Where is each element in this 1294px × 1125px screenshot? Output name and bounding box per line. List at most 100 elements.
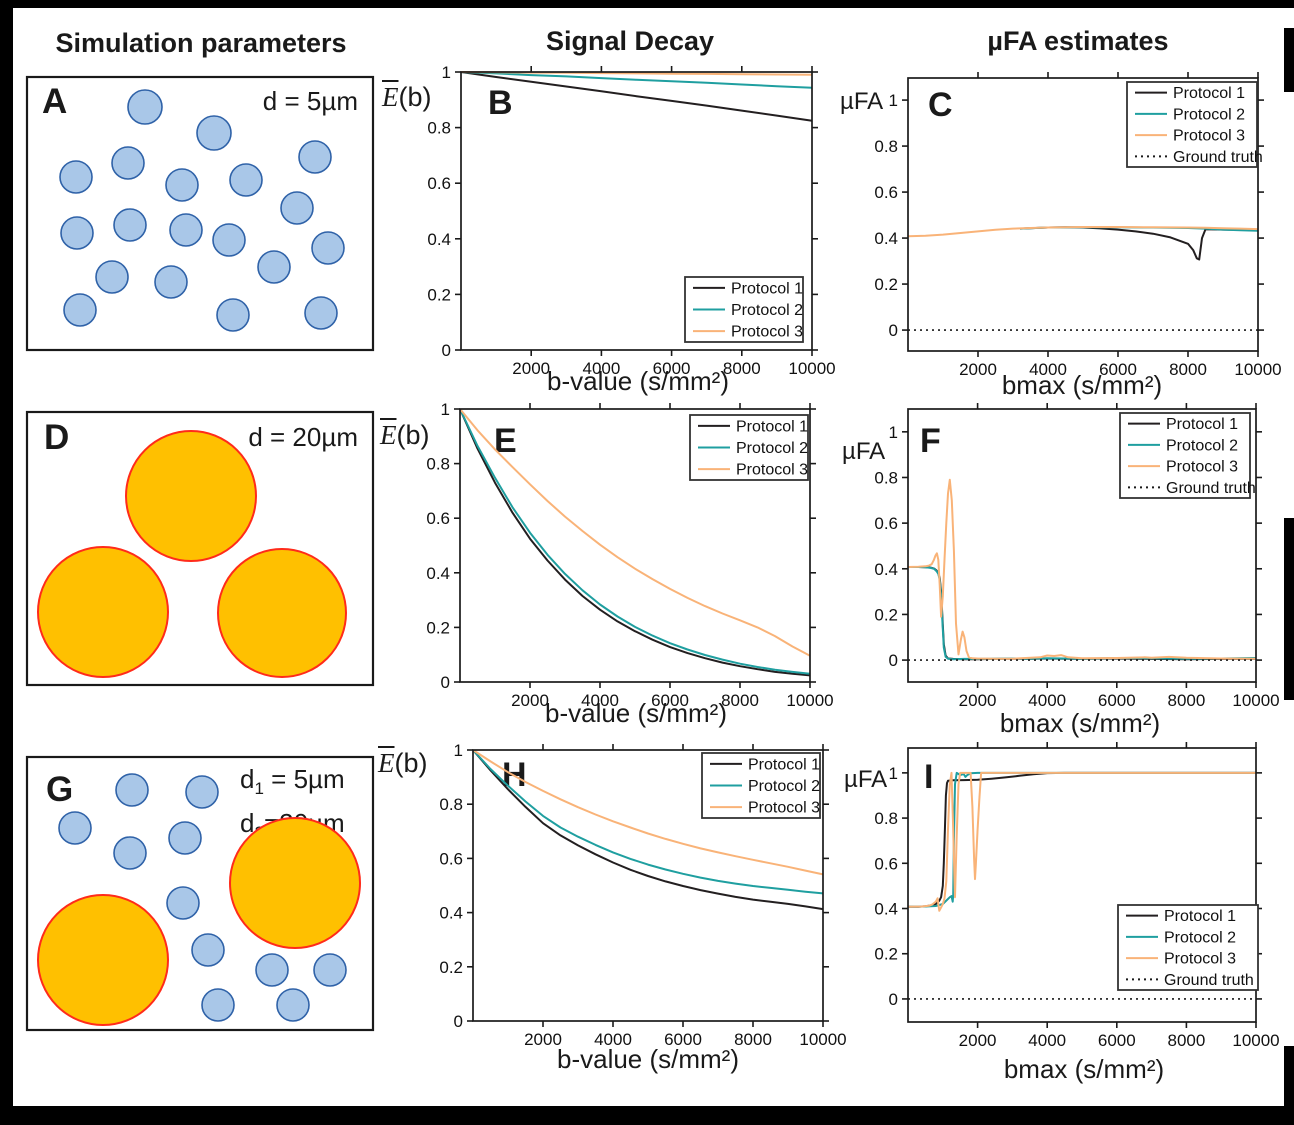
ylabel-eb-row1: E(b) bbox=[382, 82, 432, 112]
frame-right-segment bbox=[1284, 1046, 1294, 1125]
x-tick-label: 4000 bbox=[1028, 691, 1066, 710]
small-axon-circle bbox=[276, 988, 310, 1022]
ylabel-eb-row3: E(b) bbox=[378, 748, 428, 778]
panel-letter-e: E bbox=[494, 422, 517, 460]
chart-panel-b: 2000 4000 6000 8000 10000 0 0.2 0.4 0.6 0.8 1 Proto… bbox=[427, 63, 835, 378]
x-tick-label: 4000 bbox=[1029, 360, 1067, 379]
large-axon-circle bbox=[229, 817, 361, 949]
x-tick-label: 2000 bbox=[959, 691, 997, 710]
legend-entry-label: Protocol 3 bbox=[736, 462, 808, 479]
frame-right-segment bbox=[1284, 518, 1294, 700]
y-tick-label: 0.6 bbox=[874, 514, 898, 533]
frame-top bbox=[0, 0, 1294, 8]
ylabel-mufa-row1: µFA bbox=[840, 88, 884, 115]
x-tick-label: 6000 bbox=[651, 691, 689, 710]
small-axon-circle bbox=[229, 163, 263, 197]
small-axon-circle bbox=[255, 953, 289, 987]
x-tick-label: 6000 bbox=[664, 1030, 702, 1049]
small-axon-circle bbox=[216, 298, 250, 332]
y-tick-label: 0.2 bbox=[439, 958, 463, 977]
small-axon-circle bbox=[169, 213, 203, 247]
y-tick-label: 0 bbox=[889, 990, 898, 1009]
panel-letter-g: G bbox=[46, 770, 74, 809]
series-protocol-3 bbox=[907, 478, 1257, 660]
series-protocol-2 bbox=[459, 408, 811, 675]
legend-entry-label: Protocol 3 bbox=[1166, 459, 1238, 476]
y-tick-label: 0.2 bbox=[874, 605, 898, 624]
x-tick-label: 8000 bbox=[1167, 691, 1205, 710]
x-tick-label: 8000 bbox=[721, 691, 759, 710]
diagram-g-annotation-line1: d1 = 5µm bbox=[240, 764, 345, 799]
small-axon-circle bbox=[168, 821, 202, 855]
y-tick-label: 0.6 bbox=[874, 183, 898, 202]
y-tick-label: 0 bbox=[889, 321, 898, 340]
legend-entry-label: Protocol 1 bbox=[1164, 908, 1236, 925]
large-axon-circle bbox=[37, 894, 169, 1026]
y-tick-label: 0.4 bbox=[439, 904, 463, 923]
y-tick-label: 0.4 bbox=[874, 560, 898, 579]
y-tick-label: 1 bbox=[441, 400, 450, 419]
plot-box bbox=[460, 71, 813, 351]
y-tick-label: 0 bbox=[442, 341, 451, 360]
y-tick-label: 0.2 bbox=[874, 275, 898, 294]
legend-entry-label: Protocol 2 bbox=[1164, 929, 1236, 946]
series-protocol-2 bbox=[472, 749, 824, 895]
small-axon-circle bbox=[95, 260, 129, 294]
diagram-d bbox=[25, 410, 375, 687]
small-axon-circle bbox=[113, 208, 147, 242]
legend: Protocol 1 Protocol 2 Protocol 3 bbox=[684, 276, 804, 343]
y-tick-label: 0.8 bbox=[874, 809, 898, 828]
ylabel-mufa-row2: µFA bbox=[842, 438, 886, 465]
small-axon-circle bbox=[311, 231, 345, 265]
large-axon-circle bbox=[125, 430, 257, 562]
legend-entry-label: Protocol 1 bbox=[736, 418, 808, 435]
chart-panel-h: 2000 4000 6000 8000 10000 0 0.2 0.4 0.6 0.8 1 Proto… bbox=[439, 741, 846, 1049]
legend-entry-label: Protocol 3 bbox=[1173, 128, 1245, 145]
chart-panel-f: 2000 4000 6000 8000 10000 0 0.2 0.4 0.6 0.8 1 Proto… bbox=[874, 403, 1280, 710]
plot-box bbox=[907, 747, 1257, 1023]
x-tick-label: 6000 bbox=[653, 359, 691, 378]
y-tick-label: 0.6 bbox=[426, 509, 450, 528]
y-tick-label: 0 bbox=[889, 651, 898, 670]
y-tick-label: 0.4 bbox=[874, 229, 898, 248]
large-axon-circle bbox=[217, 548, 347, 678]
legend: Protocol 1 Protocol 2 Protocol 3 Ground tru… bbox=[1119, 412, 1256, 499]
y-tick-label: 0.8 bbox=[874, 468, 898, 487]
small-axon-circle bbox=[165, 168, 199, 202]
series-protocol-1 bbox=[908, 771, 1256, 908]
legend-entry-label: Protocol 1 bbox=[1166, 416, 1238, 433]
y-tick-label: 0 bbox=[454, 1012, 463, 1031]
panel-letter-f: F bbox=[920, 422, 941, 460]
legend-entry-label: Ground truth bbox=[1164, 972, 1254, 989]
series-protocol-1 bbox=[460, 71, 813, 122]
x-tick-label: 10000 bbox=[788, 359, 835, 378]
small-axon-circle bbox=[191, 933, 225, 967]
chart-panel-c: 2000 4000 6000 8000 10000 0 0.2 0.4 0.6 0.8 1 Proto… bbox=[874, 72, 1282, 379]
chart-panel-i: 2000 4000 6000 8000 10000 0 0.2 0.4 0.6 0.8 1 Proto… bbox=[874, 742, 1280, 1050]
column-title-mufa-estimates: µFA estimates bbox=[987, 26, 1169, 56]
series-protocol-1 bbox=[1019, 226, 1259, 261]
x-tick-label: 2000 bbox=[959, 360, 997, 379]
legend: Protocol 1 Protocol 2 Protocol 3 bbox=[701, 752, 821, 819]
legend: Protocol 1 Protocol 2 Protocol 3 Ground tru… bbox=[1117, 904, 1259, 991]
small-axon-circle bbox=[201, 988, 235, 1022]
y-tick-label: 0.6 bbox=[427, 174, 451, 193]
y-tick-label: 1 bbox=[889, 423, 898, 442]
legend-entry-label: Protocol 1 bbox=[731, 280, 803, 297]
y-tick-label: 0.2 bbox=[427, 285, 451, 304]
y-tick-label: 1 bbox=[442, 63, 451, 82]
y-tick-label: 0.8 bbox=[426, 455, 450, 474]
large-axon-circle bbox=[37, 546, 169, 678]
small-axon-circle bbox=[115, 773, 149, 807]
x-tick-label: 10000 bbox=[1234, 360, 1281, 379]
y-tick-label: 0.6 bbox=[874, 854, 898, 873]
small-axon-circle bbox=[196, 115, 232, 151]
panel-letter-d: D bbox=[44, 418, 70, 457]
x-tick-label: 2000 bbox=[512, 359, 550, 378]
small-axon-circle bbox=[212, 223, 246, 257]
legend-entry-label: Protocol 2 bbox=[748, 778, 820, 795]
ylabel-eb-row2: E(b) bbox=[380, 420, 430, 450]
legend-entry-label: Protocol 1 bbox=[748, 756, 820, 773]
legend: Protocol 1 Protocol 2 Protocol 3 bbox=[689, 414, 809, 481]
